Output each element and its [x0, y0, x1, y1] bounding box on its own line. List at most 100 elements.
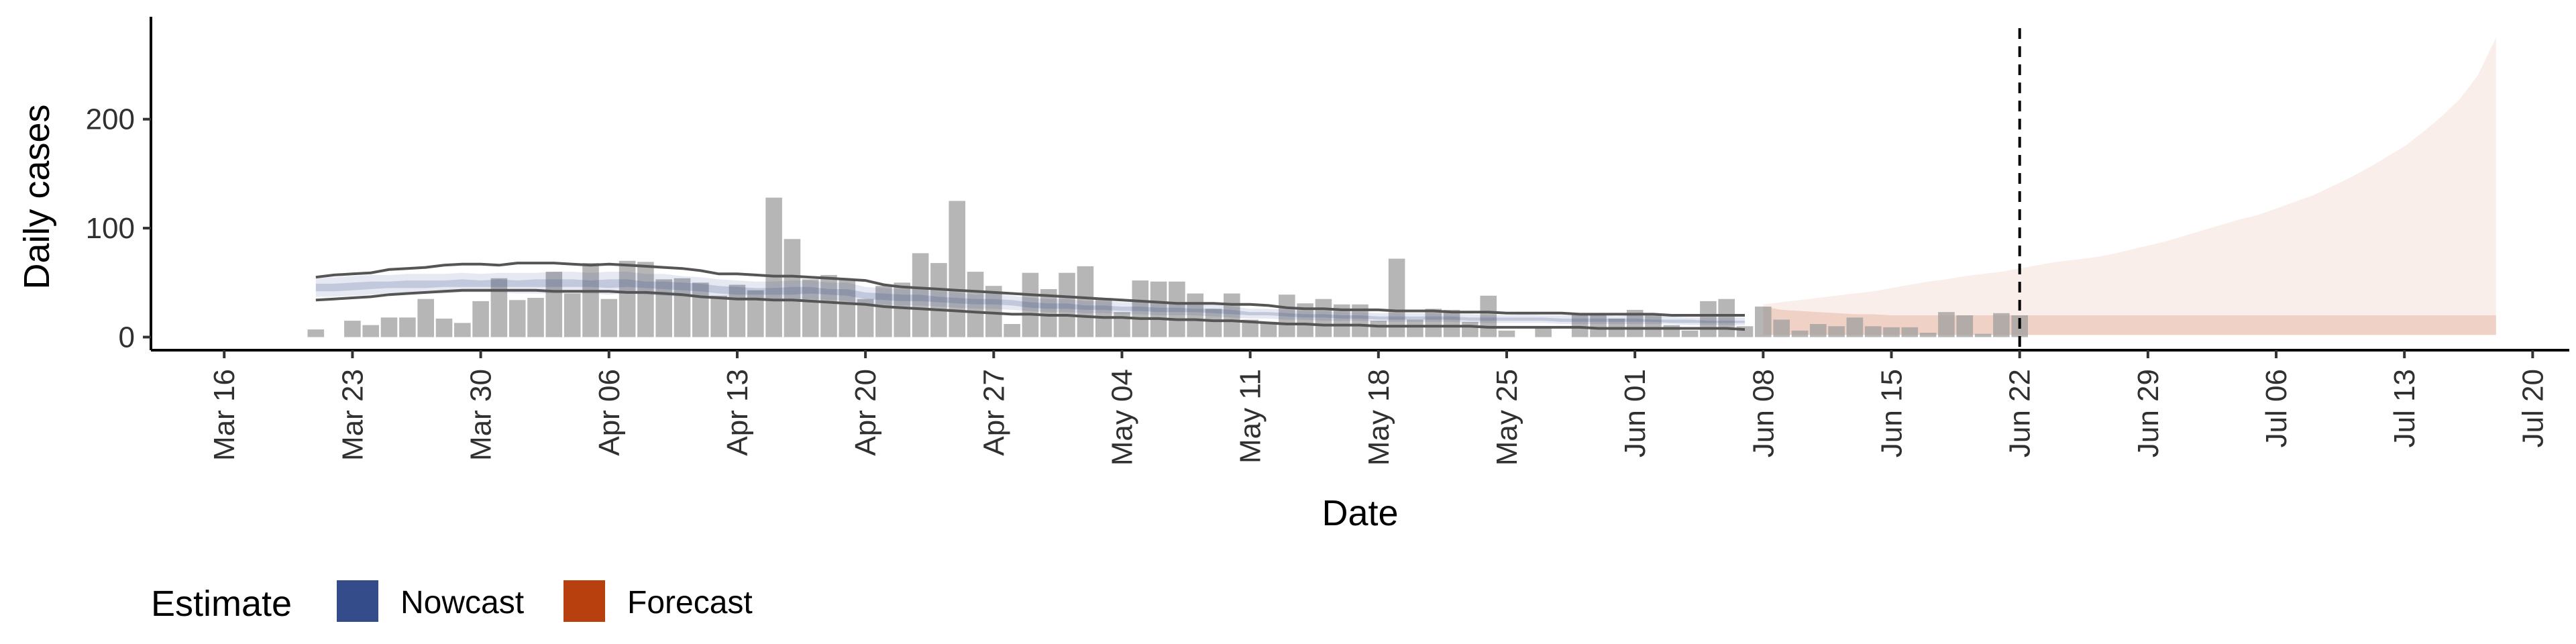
daily-cases-bar [1590, 315, 1607, 337]
nowcast-outer-band [315, 272, 1745, 325]
daily-cases-bars [307, 197, 2028, 337]
nowcast-layer [315, 262, 1746, 331]
daily-cases-bar [1370, 321, 1387, 337]
daily-cases-bar [582, 263, 599, 337]
daily-cases-bar [710, 295, 727, 337]
daily-cases-bar [784, 239, 801, 337]
daily-cases-bar [1535, 326, 1552, 337]
daily-cases-bar [1956, 315, 1974, 337]
daily-cases-bar [417, 299, 434, 337]
daily-cases-bar [1187, 293, 1203, 337]
y-tick-label: 100 [86, 212, 135, 245]
nowcast-upper-line [315, 262, 1745, 317]
daily-cases-bar [930, 263, 947, 337]
legend: Estimate Nowcast Forecast [151, 580, 753, 624]
x-tick-label: Jun 29 [2132, 369, 2165, 458]
x-tick-label: May 04 [1106, 369, 1139, 466]
x-tick-label: Jul 13 [2388, 369, 2421, 447]
daily-cases-bar [600, 299, 618, 337]
daily-cases-bar [1571, 314, 1589, 337]
daily-cases-bar [1022, 272, 1039, 337]
x-tick-label: Jun 15 [1876, 369, 1909, 458]
y-axis-title: Daily cases [17, 104, 57, 289]
x-tick-label: Apr 13 [721, 369, 754, 456]
daily-cases-bar [1114, 312, 1130, 337]
daily-cases-bar [1791, 330, 1809, 337]
nowcast-lower-line [315, 288, 1746, 331]
x-tick-label: Apr 20 [849, 369, 882, 456]
daily-cases-bar [545, 272, 563, 337]
x-tick-label: Apr 27 [977, 369, 1010, 456]
daily-cases-bar [839, 279, 856, 337]
daily-cases-bar [875, 286, 892, 337]
x-tick-label: May 18 [1362, 369, 1395, 466]
daily-cases-bar [1407, 319, 1424, 337]
y-axis-ticks: 0 100 200 [86, 103, 151, 354]
daily-cases-bar [344, 321, 361, 337]
nowcast-inner-band [315, 279, 1745, 323]
daily-cases-bar [729, 284, 746, 337]
x-tick-label: May 11 [1234, 369, 1267, 464]
daily-cases-bar [564, 293, 581, 337]
daily-cases-bar [1279, 294, 1295, 337]
daily-cases-bar [1938, 312, 1955, 337]
legend-title: Estimate [151, 584, 292, 624]
daily-cases-bar [1846, 317, 1864, 337]
daily-cases-bar [802, 279, 819, 337]
daily-cases-bar [472, 301, 489, 337]
daily-cases-bar [508, 300, 526, 337]
daily-cases-bar [1132, 280, 1149, 337]
daily-cases-bar [490, 278, 508, 337]
daily-cases-bar [1077, 266, 1094, 337]
x-tick-label: Jun 01 [1619, 369, 1652, 458]
legend-label-forecast: Forecast [627, 585, 753, 621]
daily-cases-bar [1205, 309, 1222, 337]
daily-cases-bar [619, 260, 636, 337]
daily-cases-bar [1004, 324, 1020, 337]
daily-cases-bar [1260, 321, 1277, 337]
forecast-outer-band [1763, 37, 2496, 335]
daily-cases-bar [820, 274, 837, 337]
x-tick-label: Jul 20 [2516, 369, 2549, 447]
daily-cases-bar [1224, 293, 1240, 337]
daily-cases-bar [949, 201, 965, 337]
x-axis-title: Date [1322, 493, 1398, 533]
daily-cases-bar [1828, 326, 1845, 337]
daily-cases-bar [1315, 299, 1332, 337]
daily-cases-bar [1993, 313, 2010, 337]
daily-cases-bar [362, 325, 379, 337]
x-tick-label: Mar 23 [336, 369, 369, 461]
daily-cases-bar [1169, 281, 1185, 337]
legend-swatch-forecast [564, 580, 605, 622]
daily-cases-bar [307, 329, 325, 337]
daily-cases-bar [1919, 333, 1937, 337]
daily-cases-bar [1883, 327, 1900, 337]
x-tick-label: Jul 06 [2260, 369, 2293, 447]
x-tick-label: Mar 16 [208, 369, 241, 461]
daily-cases-bar [1480, 295, 1497, 337]
daily-cases-bar [637, 262, 654, 337]
daily-cases-bar [655, 279, 672, 337]
daily-cases-bar [1974, 333, 1992, 337]
x-tick-label: Jun 22 [2004, 369, 2037, 458]
daily-cases-bar [674, 278, 691, 337]
daily-cases-bar [912, 253, 929, 337]
daily-cases-bar [1718, 299, 1735, 337]
daily-cases-bar [1663, 325, 1680, 337]
daily-cases-bar [1059, 272, 1075, 337]
daily-cases-bar [1425, 309, 1442, 337]
x-tick-label: Apr 06 [593, 369, 626, 456]
daily-cases-bar [1773, 319, 1790, 337]
daily-cases-bar [692, 282, 709, 337]
daily-cases-bar [967, 272, 984, 337]
daily-cases-bar [1700, 301, 1717, 337]
y-tick-label: 200 [86, 103, 135, 136]
daily-cases-bar [1443, 309, 1460, 337]
daily-cases-bar [380, 317, 398, 337]
x-axis-ticks: Mar 16 Mar 23 Mar 30 Apr 06 Apr 13 Apr 20 Apr … [208, 350, 2549, 466]
legend-swatch-nowcast [337, 580, 378, 622]
daily-cases-bar [399, 317, 416, 337]
daily-cases-bar [1498, 330, 1515, 337]
daily-cases-bar [894, 282, 910, 337]
